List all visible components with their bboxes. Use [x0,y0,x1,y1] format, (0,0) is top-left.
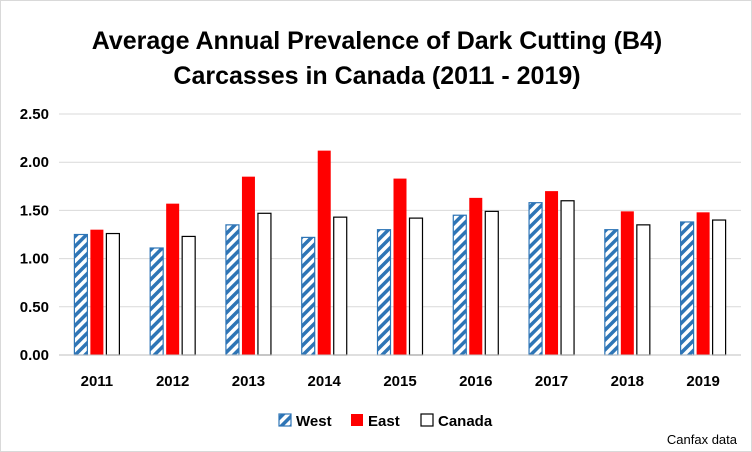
y-tick-label: 0.50 [20,299,49,316]
bar-west-2015 [376,229,392,356]
legend-swatch-east [351,414,363,426]
bar-canada-2014 [333,216,348,356]
bar-canada-2012 [181,235,196,356]
bar-east-2016 [469,197,483,355]
bar-canada-2019 [712,219,727,356]
legend-label-west: West [296,413,332,430]
legend-label-canada: Canada [438,413,493,430]
x-tick-label: 2012 [156,373,189,390]
bar-east-2018 [620,211,634,355]
bar-east-2011 [90,229,104,355]
y-tick-label: 0.00 [20,347,49,364]
x-tick-label: 2019 [686,373,719,390]
x-tick-label: 2014 [308,373,342,390]
bars [73,150,727,356]
x-tick-label: 2017 [535,373,568,390]
y-tick-label: 1.50 [20,202,49,219]
bar-canada-2013 [257,212,272,356]
bar-east-2014 [317,150,331,355]
y-axis: 0.00 0.50 1.00 1.50 2.00 2.50 [20,106,49,364]
bar-east-2015 [393,178,407,355]
x-tick-label: 2015 [383,373,416,390]
bar-east-2012 [166,203,180,355]
bar-canada-2018 [636,224,651,356]
chart-title-line-2: Carcasses in Canada (2011 - 2019) [173,62,580,90]
bar-west-2017 [528,202,543,356]
bar-west-2019 [680,221,695,356]
bar-east-2017 [545,191,559,355]
bar-canada-2015 [408,217,424,356]
x-tick-label: 2018 [611,373,644,390]
x-tick-label: 2016 [459,373,492,390]
y-tick-label: 2.00 [20,154,49,171]
source-note: Canfax data [667,432,738,447]
x-tick-label: 2011 [81,373,114,390]
bar-west-2011 [73,233,88,356]
y-tick-label: 2.50 [20,106,49,123]
legend-swatch-west [278,413,292,427]
bar-canada-2017 [560,200,575,356]
bar-canada-2011 [105,232,120,356]
bar-east-2013 [241,176,255,355]
bar-canada-2016 [484,210,499,356]
x-tick-label: 2013 [232,373,265,390]
y-tick-label: 1.00 [20,251,49,268]
chart-title-line-1: Average Annual Prevalence of Dark Cuttin… [92,27,663,55]
x-axis: 2011 2012 2013 2014 2015 2016 2017 2018 2019 [59,354,741,390]
legend: West East Canada [278,413,493,430]
bar-west-2013 [225,224,240,356]
bar-east-2019 [696,212,710,355]
legend-label-east: East [368,413,400,430]
bar-west-2016 [452,214,467,356]
legend-swatch-canada [420,413,434,427]
bar-west-2018 [604,229,619,356]
bar-west-2014 [301,236,316,356]
bar-west-2012 [149,247,164,356]
